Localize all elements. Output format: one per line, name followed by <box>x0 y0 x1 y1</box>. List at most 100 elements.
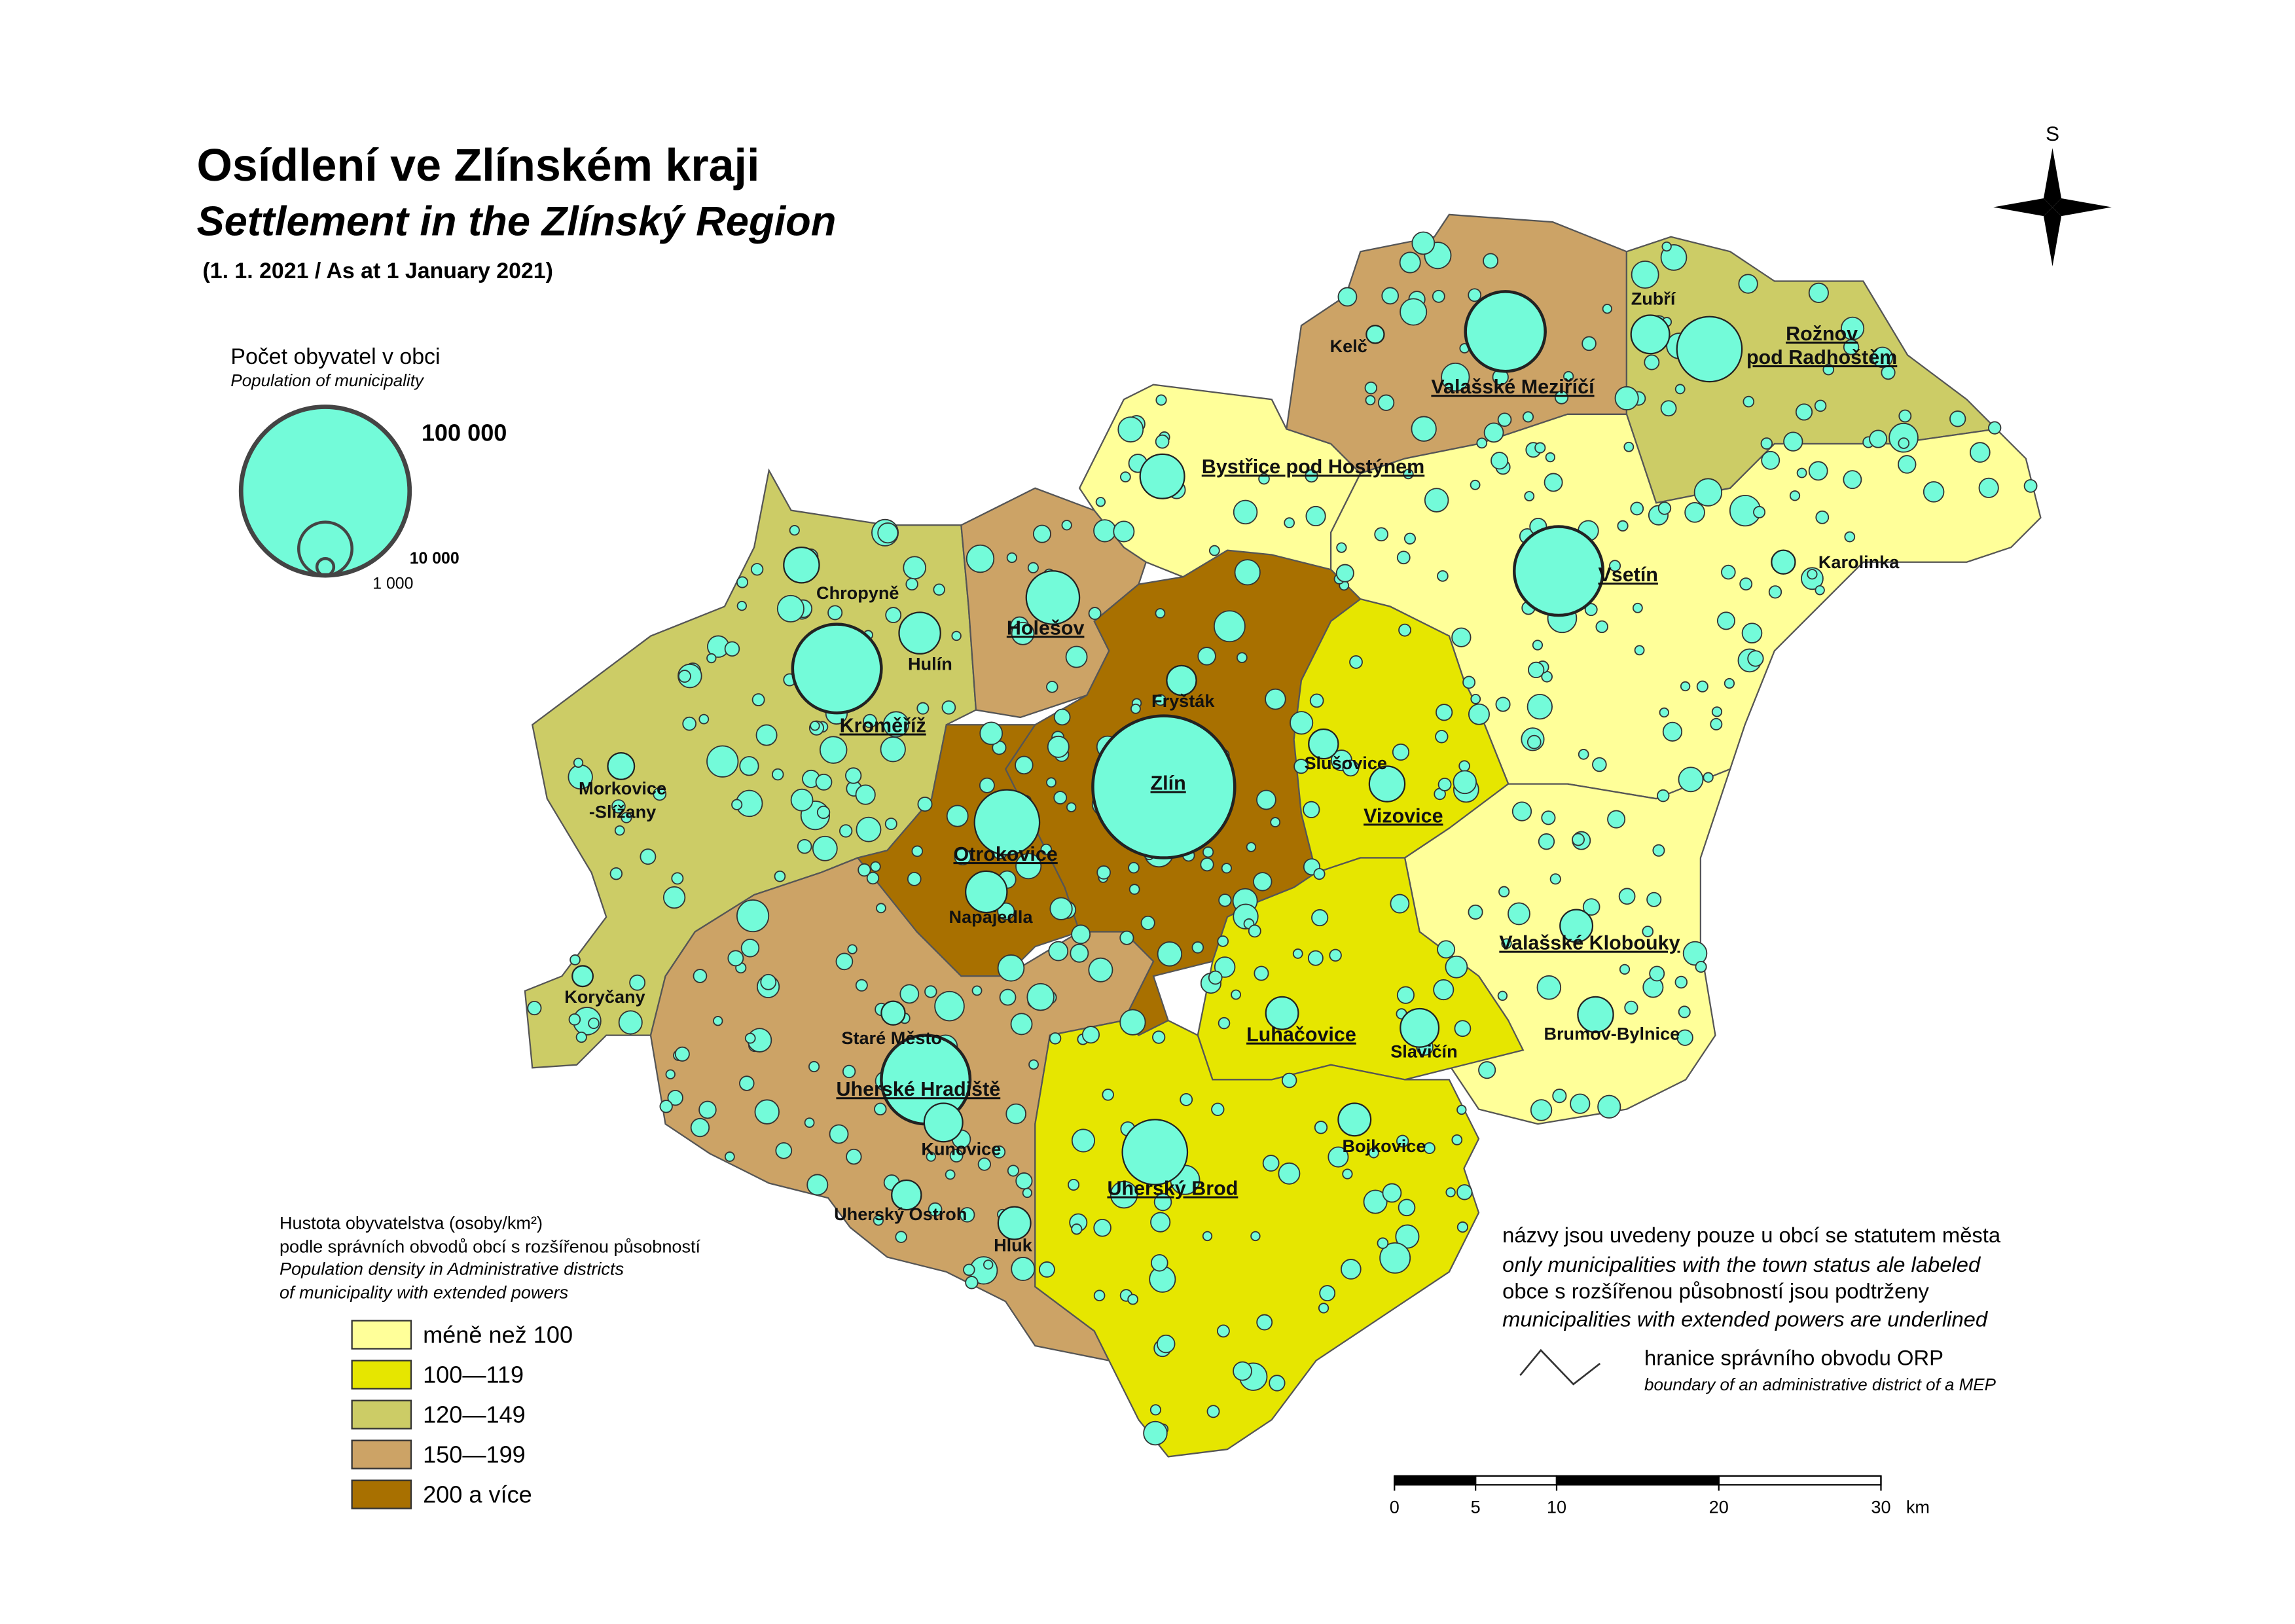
municipality-circle <box>855 979 868 992</box>
municipality-circle <box>1898 455 1917 474</box>
density-label: méně než 100 <box>423 1321 573 1348</box>
municipality-circle <box>674 1046 690 1062</box>
municipality-circle <box>1642 926 1654 937</box>
municipality-circle <box>640 848 657 865</box>
municipality-circle <box>1453 770 1477 795</box>
municipality-circle <box>1456 1104 1467 1115</box>
town-label: Koryčany <box>564 986 645 1007</box>
scale-bar: 0 5 10 20 30 km <box>1390 1475 1930 1517</box>
municipality-circle <box>611 799 626 814</box>
municipality-circle <box>731 799 743 810</box>
town-circle <box>891 1179 922 1211</box>
municipality-circle <box>1309 693 1324 708</box>
town-circle <box>965 870 1008 914</box>
size-legend-circle <box>315 557 336 577</box>
municipality-circle <box>1693 478 1723 507</box>
town-circle <box>607 752 636 780</box>
town-label: pod Radhoštěm <box>1746 346 1897 369</box>
municipality-circle <box>1470 479 1481 490</box>
municipality-circle <box>1049 897 1073 920</box>
municipality-circle <box>1027 562 1039 573</box>
municipality-circle <box>966 544 995 573</box>
town-circle <box>1512 525 1605 617</box>
municipality-circle <box>1738 274 1758 294</box>
municipality-circle <box>1028 1059 1039 1070</box>
municipality-circle <box>971 985 983 996</box>
municipality-circle <box>1703 772 1714 783</box>
municipality-circle <box>1524 491 1535 501</box>
municipality-circle <box>1154 694 1166 706</box>
municipality-circle <box>842 1064 856 1079</box>
municipality-circle <box>1336 542 1347 553</box>
town-label: Zlín <box>1151 772 1186 795</box>
municipality-circle <box>1581 336 1597 352</box>
density-label: 200 a více <box>423 1481 532 1507</box>
size-legend-heading-en: Population of municipality <box>230 370 424 390</box>
municipality-circle <box>1747 650 1764 667</box>
municipality-circle <box>983 1259 994 1270</box>
municipality-circle <box>954 848 971 866</box>
municipality-circle <box>1377 1237 1389 1250</box>
municipality-circle <box>1150 1254 1168 1272</box>
municipality-circle <box>1674 384 1686 395</box>
municipality-circle <box>1113 520 1135 543</box>
municipality-circle <box>1328 1146 1349 1168</box>
municipality-circle <box>885 607 902 624</box>
municipality-circle <box>895 1231 907 1244</box>
municipality-circle <box>1269 1375 1286 1392</box>
municipality-circle <box>1292 948 1303 959</box>
municipality-circle <box>1071 1128 1096 1153</box>
municipality-circle <box>1597 1094 1621 1119</box>
municipality-circle <box>1233 499 1258 525</box>
municipality-circle <box>1609 560 1621 572</box>
municipality-circle <box>690 1117 710 1138</box>
municipality-circle <box>1468 703 1490 725</box>
municipality-circle <box>1313 868 1326 880</box>
density-legend-title-en: of municipality with extended powers <box>280 1282 568 1303</box>
municipality-circle <box>1545 452 1556 463</box>
town-label: -Slížany <box>589 802 656 822</box>
municipality-circle <box>1213 610 1246 643</box>
municipality-circle <box>1278 1162 1301 1185</box>
municipality-circle <box>1527 734 1542 749</box>
municipality-circle <box>790 788 814 812</box>
municipality-circle <box>1005 1103 1026 1125</box>
municipality-circle <box>1617 520 1629 532</box>
municipality-circle <box>527 1000 542 1016</box>
subtitle: Settlement in the Zlínský Region <box>196 198 836 244</box>
municipality-circle <box>1660 400 1677 417</box>
boundary-label: hranice správního obvodu ORP <box>1644 1345 1943 1369</box>
municipality-circle <box>1231 989 1241 1000</box>
municipality-circle <box>1342 1168 1353 1180</box>
municipality-circle <box>1652 844 1665 857</box>
municipality-circle <box>1657 501 1672 515</box>
municipality-circle <box>1789 490 1801 501</box>
municipality-circle <box>662 886 686 909</box>
municipality-circle <box>941 700 956 715</box>
scale-label: 20 <box>1709 1496 1729 1517</box>
municipality-circle <box>1949 410 1966 427</box>
notes: názvy jsou uvedeny pouze u obcí se statu… <box>1502 1223 2001 1394</box>
municipality-circle <box>1644 354 1660 370</box>
municipality-circle <box>1753 505 1766 518</box>
municipality-circle <box>1721 564 1736 580</box>
municipality-circle <box>1631 261 1659 289</box>
municipality-circle <box>1119 1009 1146 1036</box>
town-label: Uherský Ostroh <box>834 1204 967 1224</box>
town-label: Staré Město <box>841 1028 942 1048</box>
municipality-circles <box>527 231 2038 1446</box>
date: (1. 1. 2021 / As at 1 January 2021) <box>202 259 552 283</box>
town-circle <box>1337 1102 1372 1137</box>
municipality-circle <box>659 1100 673 1113</box>
town-label: Chropyně <box>816 583 899 603</box>
municipality-circle <box>1032 524 1051 543</box>
town-label: Fryšták <box>1151 691 1215 711</box>
municipality-circle <box>1221 863 1232 874</box>
municipality-circle <box>933 583 945 596</box>
municipality-circle <box>751 693 765 706</box>
municipality-circle <box>1451 1134 1463 1146</box>
municipality-circle <box>621 812 632 823</box>
municipality-circle <box>911 845 924 857</box>
municipality-circle <box>1256 789 1276 810</box>
